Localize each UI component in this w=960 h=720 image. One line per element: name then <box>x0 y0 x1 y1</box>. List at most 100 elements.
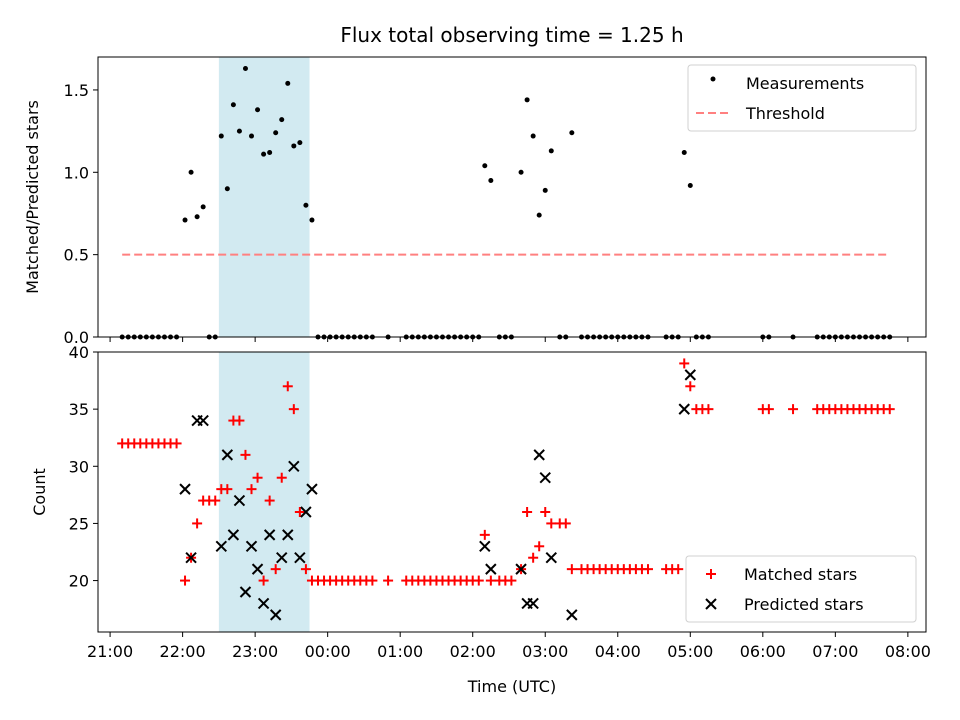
measurement-point <box>182 217 188 223</box>
measurement-point <box>267 150 273 156</box>
x-tick-label: 03:00 <box>522 642 568 661</box>
measurement-point <box>645 334 651 340</box>
y-tick-label: 1.0 <box>64 163 89 182</box>
measurement-point <box>446 334 452 340</box>
matched-star-marker <box>300 564 311 575</box>
measurement-point <box>675 334 681 340</box>
x-tick-label: 01:00 <box>377 642 423 661</box>
measurement-point <box>415 334 421 340</box>
predicted-star-marker <box>678 403 690 415</box>
y-tick-label: 0.5 <box>64 246 89 265</box>
measurement-point <box>875 334 881 340</box>
legend-plus-icon <box>706 569 716 579</box>
legend: Matched stars Predicted stars <box>685 555 917 623</box>
measurement-point <box>838 334 844 340</box>
predicted-star-marker <box>282 529 294 541</box>
matched-star-marker <box>679 358 690 369</box>
measurement-point <box>621 334 627 340</box>
matched-star-marker <box>383 575 394 586</box>
measurement-point <box>699 334 705 340</box>
measurement-point <box>476 334 482 340</box>
predicted-star-marker <box>527 597 539 610</box>
y-tick-label: 35 <box>69 400 89 419</box>
predicted-star-marker <box>233 494 246 507</box>
x-tick-label: 00:00 <box>305 642 351 661</box>
bottom-y-axis-label: Count <box>30 468 49 516</box>
measurement-point <box>609 334 615 340</box>
measurement-point <box>579 334 585 340</box>
predicted-star-marker <box>269 609 282 621</box>
chart-title: Flux total observing time = 1.25 h <box>340 23 683 47</box>
measurement-point <box>161 334 167 340</box>
measurement-point <box>687 182 693 188</box>
matched-star-marker <box>210 495 221 506</box>
measurement-point <box>693 334 699 340</box>
measurement-point <box>844 334 850 340</box>
measurement-point <box>242 66 248 72</box>
matched-star-marker <box>884 404 895 415</box>
measurement-point <box>119 334 125 340</box>
predicted-star-marker <box>215 540 228 552</box>
predicted-star-marker <box>179 483 191 495</box>
y-tick-label: 0.0 <box>64 328 89 347</box>
measurement-point <box>591 334 597 340</box>
legend-label: Matched stars <box>744 565 857 584</box>
measurement-point <box>131 334 137 340</box>
matched-star-marker <box>560 518 571 529</box>
matched-star-marker <box>246 484 257 495</box>
measurement-point <box>881 334 887 340</box>
measurement-point <box>385 334 391 340</box>
measurement-point <box>850 334 856 340</box>
x-tick-label: 08:00 <box>885 642 931 661</box>
measurement-point <box>863 334 869 340</box>
legend-x-icon <box>705 598 717 610</box>
measurement-point <box>857 334 863 340</box>
matched-star-marker <box>546 518 557 529</box>
measurement-point <box>409 334 415 340</box>
measurement-point <box>125 334 131 340</box>
matched-star-marker <box>485 575 496 586</box>
matched-star-marker <box>473 575 484 586</box>
y-tick-label: 1.5 <box>64 81 89 100</box>
predicted-star-marker <box>251 563 264 575</box>
measurement-point <box>502 334 508 340</box>
measurement-point <box>615 334 621 340</box>
predicted-star-marker <box>539 472 551 484</box>
measurement-point <box>327 334 333 340</box>
predicted-star-marker <box>221 449 234 461</box>
measurement-point <box>155 334 161 340</box>
x-tick-label: 04:00 <box>595 642 641 661</box>
x-tick-label: 23:00 <box>232 642 278 661</box>
matched-star-marker <box>566 564 577 575</box>
matched-star-marker <box>264 495 275 506</box>
measurement-point <box>315 334 321 340</box>
matched-star-marker <box>528 552 539 563</box>
matched-star-marker <box>367 575 378 586</box>
y-tick-label: 25 <box>69 514 89 533</box>
matched-star-marker <box>222 484 233 495</box>
measurement-point <box>542 187 548 193</box>
predicted-star-marker <box>288 460 300 472</box>
measurement-point <box>249 133 255 139</box>
measurement-point <box>820 334 826 340</box>
matched-star-marker <box>522 507 533 517</box>
measurement-point <box>363 334 369 340</box>
y-tick-label: 30 <box>69 457 89 476</box>
measurement-point <box>403 334 409 340</box>
matched-star-marker <box>252 472 263 483</box>
measurement-point <box>458 334 464 340</box>
measurement-point <box>536 212 542 218</box>
measurement-point <box>218 133 224 139</box>
matched-star-marker <box>294 507 305 517</box>
measurement-point <box>168 334 174 340</box>
x-tick-label: 07:00 <box>812 642 858 661</box>
measurement-point <box>639 334 645 340</box>
measurement-point <box>351 334 357 340</box>
measurement-point <box>530 133 536 139</box>
predicted-star-marker <box>515 563 527 575</box>
x-tick-label: 02:00 <box>450 642 496 661</box>
matched-star-marker <box>506 575 517 586</box>
measurement-point <box>518 169 524 175</box>
x-axis-label: Time (UTC) <box>467 677 556 696</box>
legend-label: Measurements <box>746 74 864 93</box>
